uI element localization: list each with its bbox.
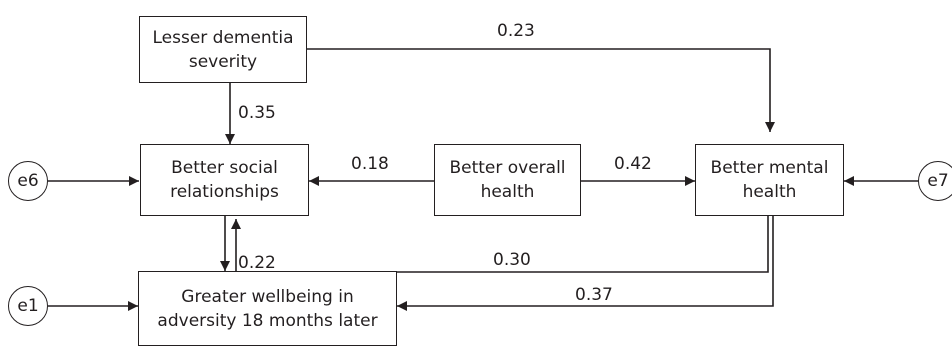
path-arrows: [48, 48, 918, 311]
node-lesser-dementia-severity: Lesser dementia severity: [139, 16, 307, 83]
arrow-mental-to-social: [231, 216, 769, 273]
node-greater-wellbeing: Greater wellbeing in adversity 18 months…: [138, 271, 397, 346]
error-term-e1: e1: [8, 286, 48, 326]
error-term-e7: e7: [918, 161, 952, 201]
coef-mental-to-social: 0.30: [493, 250, 531, 270]
error-term-e6: e6: [8, 161, 48, 201]
path-diagram: Lesser dementia severity Better social r…: [8, 16, 952, 346]
coef-dementia-to-mental: 0.23: [497, 21, 535, 41]
arrow-mental-to-wellbeing: [397, 216, 774, 311]
node-better-social-relationships: Better social relationships: [140, 144, 309, 216]
arrow-dementia-to-mental: [306, 48, 775, 132]
coef-mental-to-wellbeing: 0.37: [575, 285, 613, 305]
coef-dementia-to-social: 0.35: [238, 103, 276, 123]
node-better-overall-health: Better overall health: [434, 144, 581, 216]
coef-social-to-wellbeing: 0.22: [238, 253, 276, 273]
coef-overall-to-social: 0.18: [351, 154, 389, 174]
node-better-mental-health: Better mental health: [695, 144, 844, 216]
coef-overall-to-mental: 0.42: [614, 154, 652, 174]
